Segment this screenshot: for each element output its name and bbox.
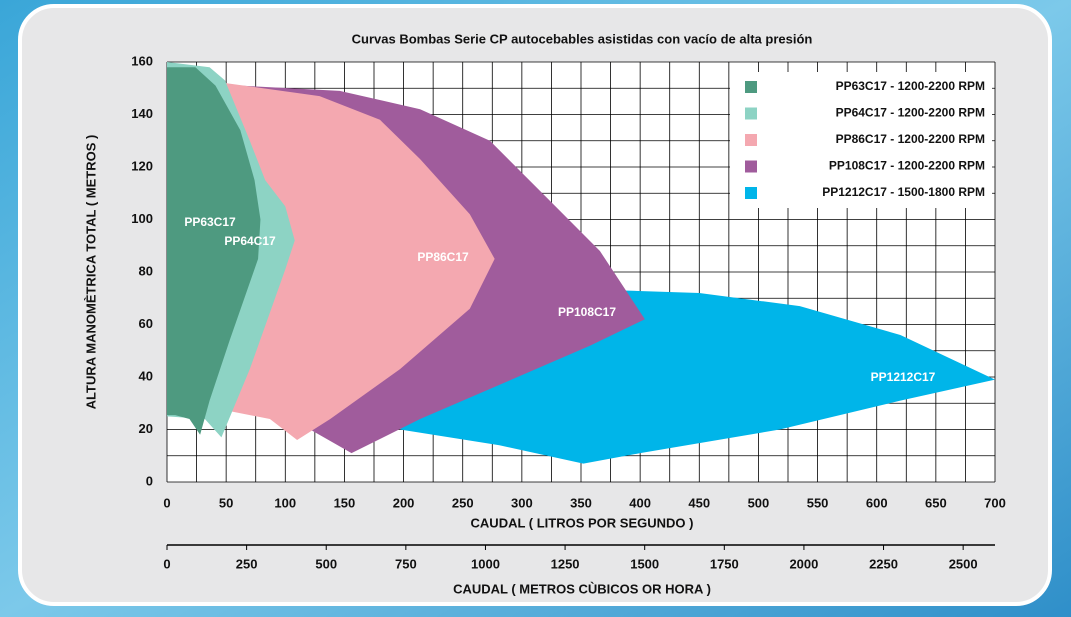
legend: PP63C17 - 1200-2200 RPM PP64C17 - 1200-22… [730, 72, 992, 208]
x2-tick-label: 500 [315, 556, 337, 571]
area-label: PP108C17 [558, 305, 616, 319]
x-tick-label: 650 [925, 495, 947, 510]
legend-label: PP86C17 - 1200-2200 RPM [836, 132, 985, 146]
x2-tick-label: 1500 [630, 556, 659, 571]
x-tick-label: 50 [219, 495, 233, 510]
y-tick-label: 100 [131, 211, 153, 226]
x-tick-label: 350 [570, 495, 592, 510]
y-tick-label: 160 [131, 53, 153, 68]
legend-swatch [745, 161, 757, 173]
y-tick-label: 140 [131, 106, 153, 121]
legend-label: PP63C17 - 1200-2200 RPM [836, 79, 985, 93]
x-tick-label: 700 [984, 495, 1006, 510]
x2-tick-label: 2000 [789, 556, 818, 571]
area-label: PP1212C17 [871, 370, 936, 384]
x-tick-label: 600 [866, 495, 888, 510]
x2-tick-label: 2500 [949, 556, 978, 571]
x-tick-label: 0 [163, 495, 170, 510]
x-tick-label: 400 [629, 495, 651, 510]
x2-tick-label: 1250 [551, 556, 580, 571]
x2-tick-label: 0 [163, 556, 170, 571]
x2-tick-label: 1000 [471, 556, 500, 571]
legend-label: PP64C17 - 1200-2200 RPM [836, 106, 985, 120]
y-tick-label: 80 [139, 263, 153, 278]
legend-label: PP108C17 - 1200-2200 RPM [829, 159, 985, 173]
y-tick-label: 60 [139, 316, 153, 331]
chart-title: Curvas Bombas Serie CP autocebables asis… [352, 31, 813, 46]
legend-swatch [745, 108, 757, 120]
y-tick-label: 20 [139, 421, 153, 436]
x2-tick-label: 1750 [710, 556, 739, 571]
x-tick-label: 450 [688, 495, 710, 510]
x-tick-label: 150 [334, 495, 356, 510]
legend-swatch [745, 187, 757, 199]
area-label: PP86C17 [417, 250, 469, 264]
x2-axis-label: CAUDAL ( METROS CÙBICOS OR HORA ) [453, 581, 711, 596]
x2-tick-label: 250 [236, 556, 258, 571]
y-tick-label: 120 [131, 158, 153, 173]
x-tick-label: 100 [274, 495, 296, 510]
x-tick-label: 500 [748, 495, 770, 510]
x-axis-label: CAUDAL ( LITROS POR SEGUNDO ) [471, 515, 694, 530]
area-label: PP64C17 [224, 234, 276, 248]
y-tick-label: 40 [139, 368, 153, 383]
y-tick-label: 0 [146, 473, 153, 488]
x2-tick-label: 2250 [869, 556, 898, 571]
chart: PP63C17 PP64C17 PP86C17 PP108C17 PP1212C17 0… [0, 0, 1071, 617]
x2-tick-label: 750 [395, 556, 417, 571]
area-label: PP63C17 [184, 215, 236, 229]
x-tick-label: 200 [393, 495, 415, 510]
x-tick-label: 300 [511, 495, 533, 510]
y-axis-label: ALTURA MANOMÈTRICA TOTAL ( METROS ) [83, 135, 98, 410]
legend-swatch [745, 81, 757, 93]
legend-swatch [745, 134, 757, 146]
legend-label: PP1212C17 - 1500-1800 RPM [822, 185, 985, 199]
x-tick-label: 550 [807, 495, 829, 510]
x-tick-label: 250 [452, 495, 474, 510]
